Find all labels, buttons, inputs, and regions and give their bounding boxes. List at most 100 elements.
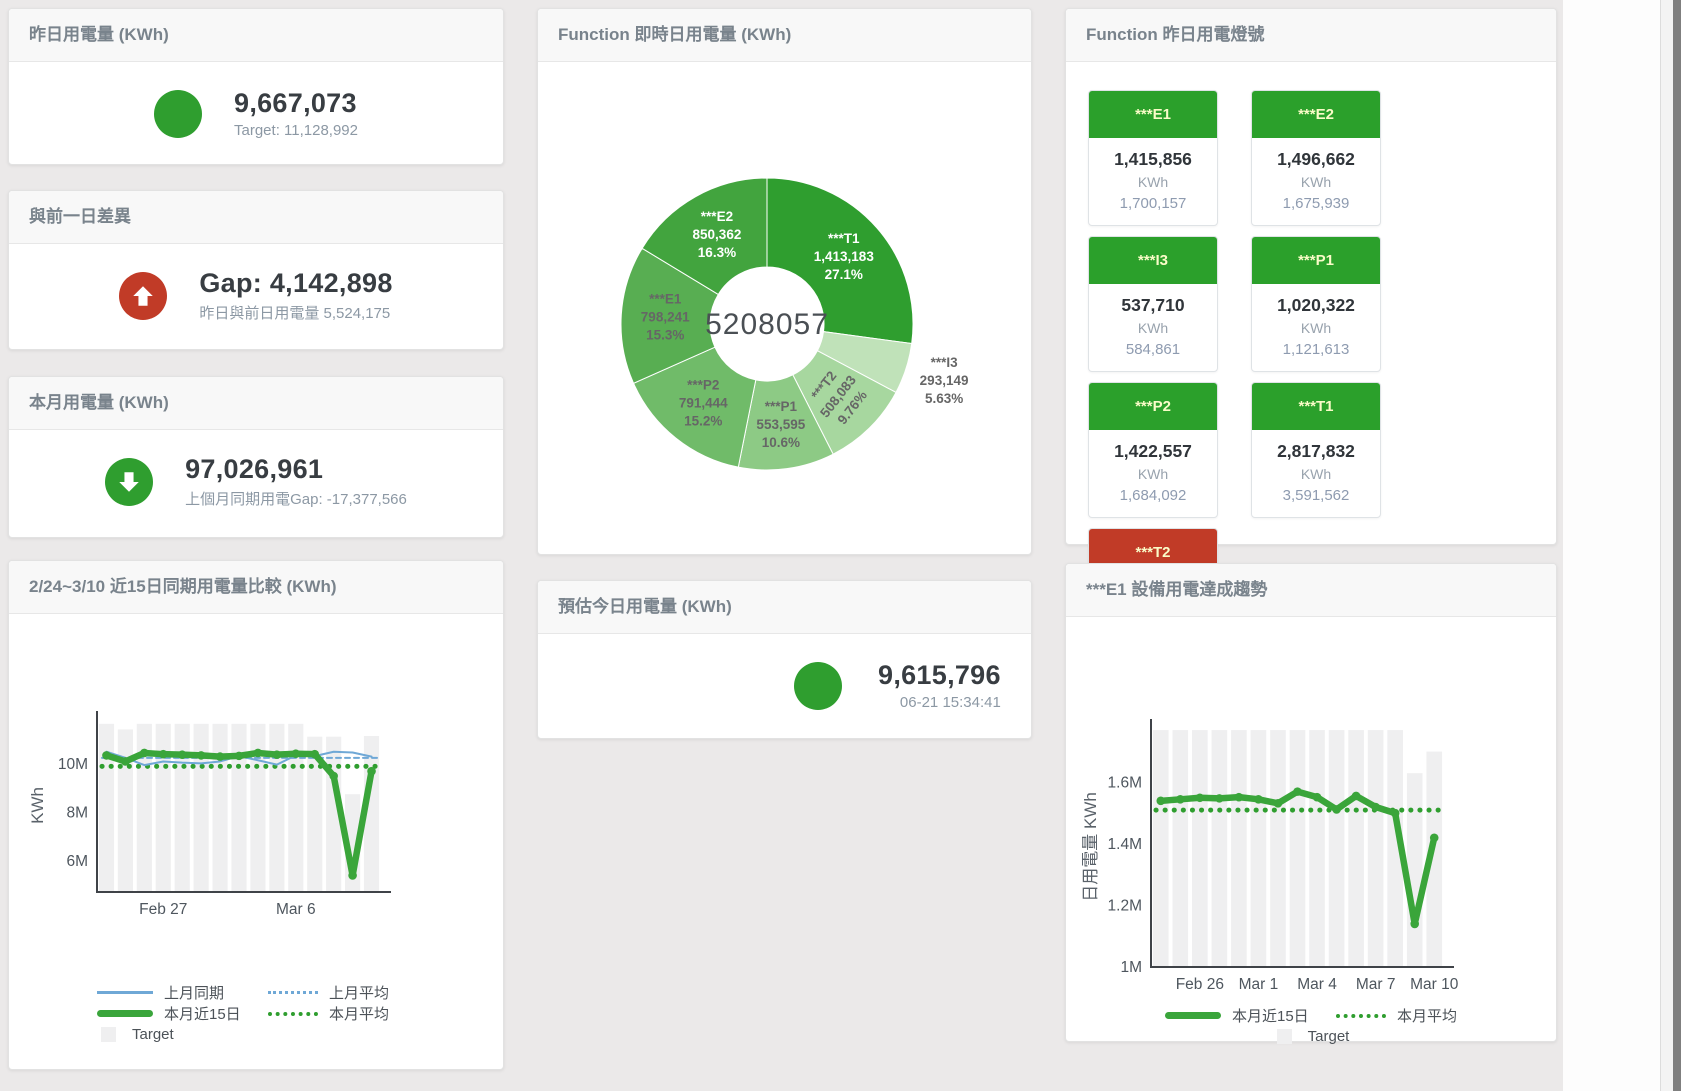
up-arrow-icon — [119, 271, 168, 320]
lamp-tile-label: ***E2 — [1252, 91, 1380, 138]
lamp-tile-secondary: 3,591,562 — [1282, 487, 1350, 504]
legend-label: 本月近15日 — [164, 1006, 241, 1023]
legend-item: Target — [97, 1026, 174, 1043]
compare15-legend: 上月同期 上月平均本月近15日 本月平均 Target — [97, 982, 389, 1045]
svg-text:6M: 6M — [66, 853, 88, 870]
card-e1-trend-chart: ***E1 設備用電達成趨勢 1M 1.2M 1.4M 1.6M Feb 26 Mar 1… — [1065, 563, 1557, 1045]
lamp-tile: ***E2 1,496,662 KWh 1,675,939 — [1251, 90, 1381, 226]
svg-text:Mar 10: Mar 10 — [1410, 976, 1459, 993]
legend-label: Target — [1307, 1028, 1350, 1045]
e1trend-legend: 本月近15日 本月平均 Target — [1066, 1005, 1556, 1047]
legend-item: Target — [1273, 1028, 1350, 1045]
estimated-today-value: 9,615,796 — [878, 660, 1001, 690]
yesterday-usage-target: Target: 11,128,992 — [234, 122, 358, 139]
page-right-margin — [1563, 0, 1661, 1091]
svg-text:10M: 10M — [58, 756, 88, 773]
card-title: 與前一日差異 — [9, 191, 503, 244]
target-icon — [1276, 1029, 1292, 1044]
lamp-tile-label: ***P1 — [1252, 237, 1380, 284]
lamp-tile-value: 1,020,322 — [1277, 295, 1355, 315]
blue-dot-icon — [268, 991, 318, 994]
donut-center-total: 5208057 — [705, 308, 829, 341]
donut-slice-label: ***E1 798,241 15.3% — [641, 292, 690, 343]
card-yesterday-usage: 昨日用電量 (KWh) 9,667,073 Target: 11,128,992 — [8, 8, 504, 165]
legend-label: 本月平均 — [329, 1006, 390, 1023]
legend-label: 本月近15日 — [1231, 1008, 1309, 1025]
donut-slice-label: ***T1 1,413,183 27.1% — [814, 231, 875, 282]
estimated-today-timestamp: 06-21 15:34:41 — [899, 694, 1001, 711]
lamp-tile-secondary: 584,861 — [1125, 341, 1181, 358]
legend-label: 上月平均 — [329, 985, 390, 1002]
yesterday-usage-value: 9,667,073 — [234, 88, 357, 118]
svg-text:1.6M: 1.6M — [1108, 774, 1142, 791]
lamp-tile-unit: KWh — [1137, 174, 1169, 190]
card-15day-compare-chart: 2/24~3/10 近15日同期用電量比較 (KWh) 6M 8M 10M Feb 2… — [8, 560, 504, 1070]
svg-text:Mar 1: Mar 1 — [1239, 976, 1279, 993]
day-gap-subtext: 昨日與前日用電量 5,524,175 — [199, 305, 391, 322]
lamp-tile-value: 1,415,856 — [1114, 149, 1192, 169]
lamp-tile-unit: KWh — [1137, 320, 1169, 336]
green-line-icon — [97, 1010, 153, 1017]
legend-item: 本月近15日 — [1164, 1005, 1333, 1026]
svg-text:8M: 8M — [66, 804, 88, 821]
legend-item: 本月平均 — [265, 1003, 389, 1024]
lamp-tile-unit: KWh — [1300, 174, 1332, 190]
lamp-tile-label: ***P2 — [1089, 383, 1217, 430]
svg-text:Mar 7: Mar 7 — [1356, 976, 1396, 993]
card-realtime-donut: Function 即時日用電量 (KWh) ***T1 1,413,183 27.1… — [537, 8, 1032, 555]
target-icon — [101, 1027, 116, 1042]
month-usage-value: 97,026,961 — [185, 454, 324, 484]
card-day-gap: 與前一日差異 Gap: 4,142,898 昨日與前日用電量 5,524,175 — [8, 190, 504, 350]
card-month-usage: 本月用電量 (KWh) 97,026,961 上個月同期用電Gap: -17,3… — [8, 376, 504, 538]
card-title: 預估今日用電量 (KWh) — [538, 581, 1031, 634]
lamp-tile-secondary: 1,700,157 — [1119, 195, 1187, 212]
lamp-tile-value: 1,422,557 — [1114, 441, 1192, 461]
compare15-chart: 6M 8M 10M Feb 27 Mar 6 KWh — [28, 711, 391, 918]
scrollbar-thumb[interactable] — [1673, 0, 1681, 1091]
svg-text:1.4M: 1.4M — [1108, 836, 1142, 853]
lamp-tile-label: ***I3 — [1089, 237, 1217, 284]
lamp-tile-value: 537,710 — [1121, 295, 1185, 315]
lamp-tile-unit: KWh — [1300, 466, 1332, 482]
card-title: 本月用電量 (KWh) — [9, 377, 503, 430]
lamp-tile: ***P1 1,020,322 KWh 1,121,613 — [1251, 236, 1381, 372]
donut-slice-label: ***P2 791,444 15.2% — [679, 378, 728, 429]
lamp-tile-unit: KWh — [1137, 466, 1169, 482]
legend-item: 本月近15日 — [97, 1003, 265, 1024]
lamp-tile-secondary: 1,684,092 — [1119, 487, 1187, 504]
card-title: Function 昨日用電燈號 — [1066, 9, 1556, 62]
lamp-tile-value: 2,817,832 — [1277, 441, 1355, 461]
card-estimated-today: 預估今日用電量 (KWh) 9,615,796 06-21 15:34:41 — [537, 580, 1032, 739]
legend-label: 本月平均 — [1396, 1008, 1457, 1025]
svg-text:Mar 6: Mar 6 — [276, 901, 316, 918]
e1trend-chart: 1M 1.2M 1.4M 1.6M Feb 26 Mar 1 Mar 4 Mar 7 Mar 1… — [1081, 719, 1459, 993]
lamp-tile-label: ***E1 — [1089, 91, 1217, 138]
status-circle-green — [794, 661, 842, 710]
lamp-tile: ***T1 2,817,832 KWh 3,591,562 — [1251, 382, 1381, 518]
donut-slice-label: ***P1 553,595 10.6% — [756, 399, 805, 450]
legend-item: 本月平均 — [1333, 1005, 1457, 1026]
legend-label: 上月同期 — [164, 985, 225, 1002]
chart-title: Function 即時日用電量 (KWh) — [538, 9, 1031, 62]
svg-text:1M: 1M — [1120, 959, 1142, 976]
green-dot-icon — [1335, 1013, 1386, 1018]
lamp-tile-secondary: 1,121,613 — [1282, 341, 1350, 358]
lamp-tile-unit: KWh — [1300, 320, 1332, 336]
card-title: 昨日用電量 (KWh) — [9, 9, 503, 62]
month-usage-gap: 上個月同期用電Gap: -17,377,566 — [185, 491, 407, 508]
green-dot-icon — [268, 1011, 318, 1016]
donut-slice-label: ***E2 850,362 16.3% — [693, 209, 742, 260]
chart-title: 2/24~3/10 近15日同期用電量比較 (KWh) — [9, 561, 503, 614]
lamp-tile: ***I3 537,710 KWh 584,861 — [1088, 236, 1218, 372]
donut-slice-label: ***I3 293,149 5.63% — [920, 355, 969, 406]
green-line-icon — [1164, 1012, 1221, 1019]
lamp-tile: ***P2 1,422,557 KWh 1,684,092 — [1088, 382, 1218, 518]
svg-text:Mar 4: Mar 4 — [1297, 976, 1337, 993]
status-circle-green — [154, 89, 202, 138]
svg-text:Feb 26: Feb 26 — [1176, 976, 1224, 993]
blue-line-icon — [97, 991, 153, 994]
vertical-scrollbar[interactable] — [1660, 0, 1681, 1091]
svg-text:1.2M: 1.2M — [1108, 897, 1142, 914]
day-gap-value: Gap: 4,142,898 — [199, 268, 393, 298]
